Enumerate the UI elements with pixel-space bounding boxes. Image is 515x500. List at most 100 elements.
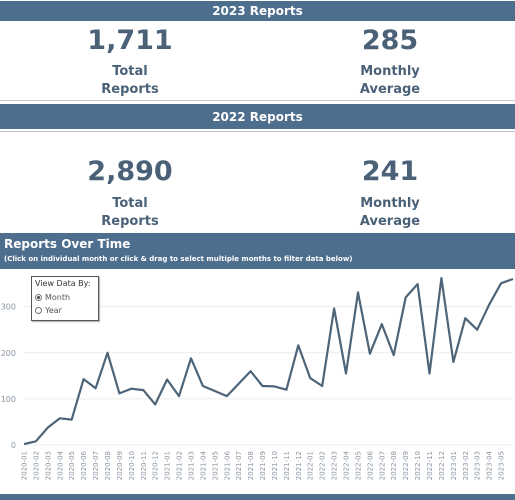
x-tick-label: 2022-04	[343, 450, 351, 480]
total-reports-2023-label-1: Total	[112, 64, 148, 79]
total-reports-2022-label-2: Reports	[101, 214, 159, 229]
data-point[interactable]	[499, 281, 504, 286]
data-point[interactable]	[415, 282, 420, 287]
total-reports-2023-label-2: Reports	[101, 82, 159, 97]
x-tick-label: 2020-02	[32, 451, 40, 480]
x-tick-label: 2020-08	[104, 451, 112, 480]
data-point[interactable]	[344, 371, 349, 376]
y-tick-label: 300	[1, 303, 16, 312]
x-tick-label: 2023-03	[474, 451, 482, 480]
x-tick-label: 2023-04	[486, 450, 494, 480]
x-tick-label: 2022-07	[378, 451, 386, 480]
data-point[interactable]	[284, 387, 289, 392]
bottom-band	[0, 494, 515, 500]
data-point[interactable]	[332, 306, 337, 311]
data-point[interactable]	[22, 442, 27, 447]
data-point[interactable]	[105, 350, 110, 355]
series-line[interactable]	[23, 277, 514, 446]
x-tick-label: 2023-01	[450, 451, 458, 480]
radio-selected-icon[interactable]	[35, 294, 42, 301]
x-tick-label: 2021-02	[176, 451, 184, 480]
data-point[interactable]	[93, 386, 98, 391]
x-tick-label: 2021-01	[164, 451, 172, 480]
radio-month-label: Month	[45, 293, 71, 302]
y-tick-label: 200	[1, 349, 16, 358]
data-point[interactable]	[391, 353, 396, 358]
x-tick-label: 2021-04	[199, 450, 207, 480]
x-tick-label: 2020-11	[140, 451, 148, 480]
data-point[interactable]	[57, 416, 62, 421]
data-point[interactable]	[45, 425, 50, 430]
x-tick-label: 2021-05	[211, 451, 219, 480]
x-tick-label: 2021-08	[247, 451, 255, 480]
monthly-average-2022-label-2: Average	[359, 214, 421, 229]
data-point[interactable]	[141, 388, 146, 393]
data-point[interactable]	[308, 376, 313, 381]
data-point[interactable]	[212, 389, 217, 394]
x-tick-label: 2022-06	[366, 450, 374, 480]
radio-year[interactable]: Year	[35, 306, 62, 315]
reports-line-chart[interactable]: 0 100 200 300 2020-01 2020-02 2020-03 2020-04 20…	[0, 269, 515, 494]
y-tick-label: 0	[11, 441, 16, 450]
x-tick-label: 2020-06	[80, 450, 88, 480]
monthly-average-2022-label-1: Monthly	[360, 196, 420, 211]
data-point[interactable]	[129, 386, 134, 391]
data-point[interactable]	[177, 394, 182, 399]
data-point[interactable]	[248, 369, 253, 374]
monthly-average-2023-label-1: Monthly	[360, 64, 420, 79]
x-tick-label: 2021-10	[271, 451, 279, 480]
radio-unselected-icon[interactable]	[35, 307, 42, 314]
data-point[interactable]	[33, 439, 38, 444]
x-tick-label: 2022-12	[438, 451, 446, 480]
radio-month[interactable]: Month	[35, 293, 70, 302]
data-point[interactable]	[355, 290, 360, 295]
data-point[interactable]	[379, 322, 384, 327]
panel-subtitle: (Click on individual month or click & dr…	[4, 255, 353, 263]
data-point[interactable]	[165, 377, 170, 382]
x-tick-label: 2022-09	[402, 451, 410, 480]
data-point[interactable]	[153, 402, 158, 407]
section-header-2022: 2022 Reports	[0, 104, 515, 129]
data-point[interactable]	[188, 356, 193, 361]
data-point[interactable]	[236, 381, 241, 386]
y-tick-label: 100	[1, 395, 16, 404]
x-tick-label: 2022-10	[414, 451, 422, 480]
x-tick-label: 2022-08	[390, 451, 398, 480]
data-point[interactable]	[224, 394, 229, 399]
data-point[interactable]	[296, 343, 301, 348]
data-point[interactable]	[260, 383, 265, 388]
x-tick-label: 2020-01	[21, 451, 29, 480]
x-tick-label: 2022-02	[319, 451, 327, 480]
data-point[interactable]	[367, 351, 372, 356]
data-point[interactable]	[475, 327, 480, 332]
x-tick-label: 2021-03	[188, 451, 196, 480]
data-point[interactable]	[403, 295, 408, 300]
x-tick-label: 2021-07	[235, 451, 243, 480]
data-point[interactable]	[272, 384, 277, 389]
x-tick-label: 2020-10	[128, 451, 136, 480]
x-tick-label: 2023-02	[462, 451, 470, 480]
x-tick-label: 2021-09	[259, 451, 267, 480]
x-tick-label: 2021-11	[283, 451, 291, 480]
data-point[interactable]	[69, 417, 74, 422]
data-point[interactable]	[200, 383, 205, 388]
data-point[interactable]	[427, 371, 432, 376]
data-point[interactable]	[463, 316, 468, 321]
x-tick-label: 2020-03	[44, 451, 52, 480]
data-point[interactable]	[117, 391, 122, 396]
data-point[interactable]	[487, 302, 492, 307]
x-tick-label: 2020-12	[152, 451, 160, 480]
data-point[interactable]	[439, 276, 444, 281]
data-point[interactable]	[320, 383, 325, 388]
x-tick-label: 2020-07	[92, 451, 100, 480]
data-point[interactable]	[81, 377, 86, 382]
x-tick-label: 2022-01	[307, 451, 315, 480]
x-tick-label: 2023-05	[498, 451, 506, 480]
total-reports-2023-value: 1,711	[87, 25, 173, 56]
data-point[interactable]	[451, 360, 456, 365]
panel-title: Reports Over Time	[4, 237, 131, 251]
x-tick-label: 2021-06	[223, 450, 231, 480]
total-reports-2022-label-1: Total	[112, 196, 148, 211]
x-tick-label: 2020-09	[116, 451, 124, 480]
x-tick-label: 2022-03	[331, 451, 339, 480]
